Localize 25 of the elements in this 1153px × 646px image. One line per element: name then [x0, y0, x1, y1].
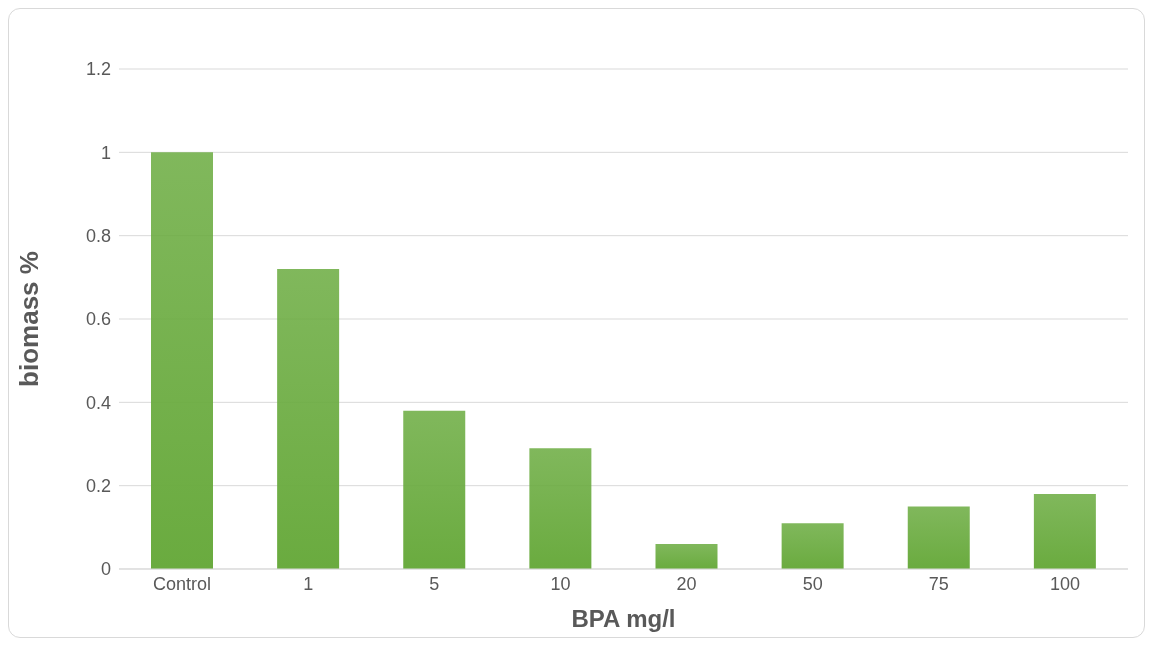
x-tick-label: 75 — [928, 573, 949, 594]
y-tick-label: 0 — [100, 559, 111, 580]
x-tick-label: 5 — [429, 573, 440, 594]
x-tick-label: 50 — [802, 573, 823, 594]
x-tick-label: 20 — [676, 573, 697, 594]
bar — [529, 448, 592, 569]
y-axis-title: biomass % — [14, 251, 45, 387]
bar — [403, 410, 466, 569]
x-tick-label: Control — [153, 573, 212, 594]
bar — [781, 523, 844, 569]
bar — [1033, 494, 1096, 569]
x-tick-label: 100 — [1049, 573, 1080, 594]
x-tick-label: 1 — [303, 573, 314, 594]
y-tick-label: 1.2 — [85, 59, 111, 80]
y-tick-label: 1 — [100, 142, 111, 163]
y-tick-label: 0.8 — [85, 226, 111, 247]
y-tick-label: 0.2 — [85, 476, 111, 497]
bar — [907, 506, 970, 569]
x-tick-label: 10 — [550, 573, 571, 594]
bar — [655, 544, 718, 569]
x-axis-title: BPA mg/l — [571, 605, 676, 632]
bar — [277, 269, 340, 569]
y-tick-label: 0.6 — [85, 309, 111, 330]
bar — [151, 152, 213, 569]
y-tick-label: 0.4 — [85, 392, 111, 413]
